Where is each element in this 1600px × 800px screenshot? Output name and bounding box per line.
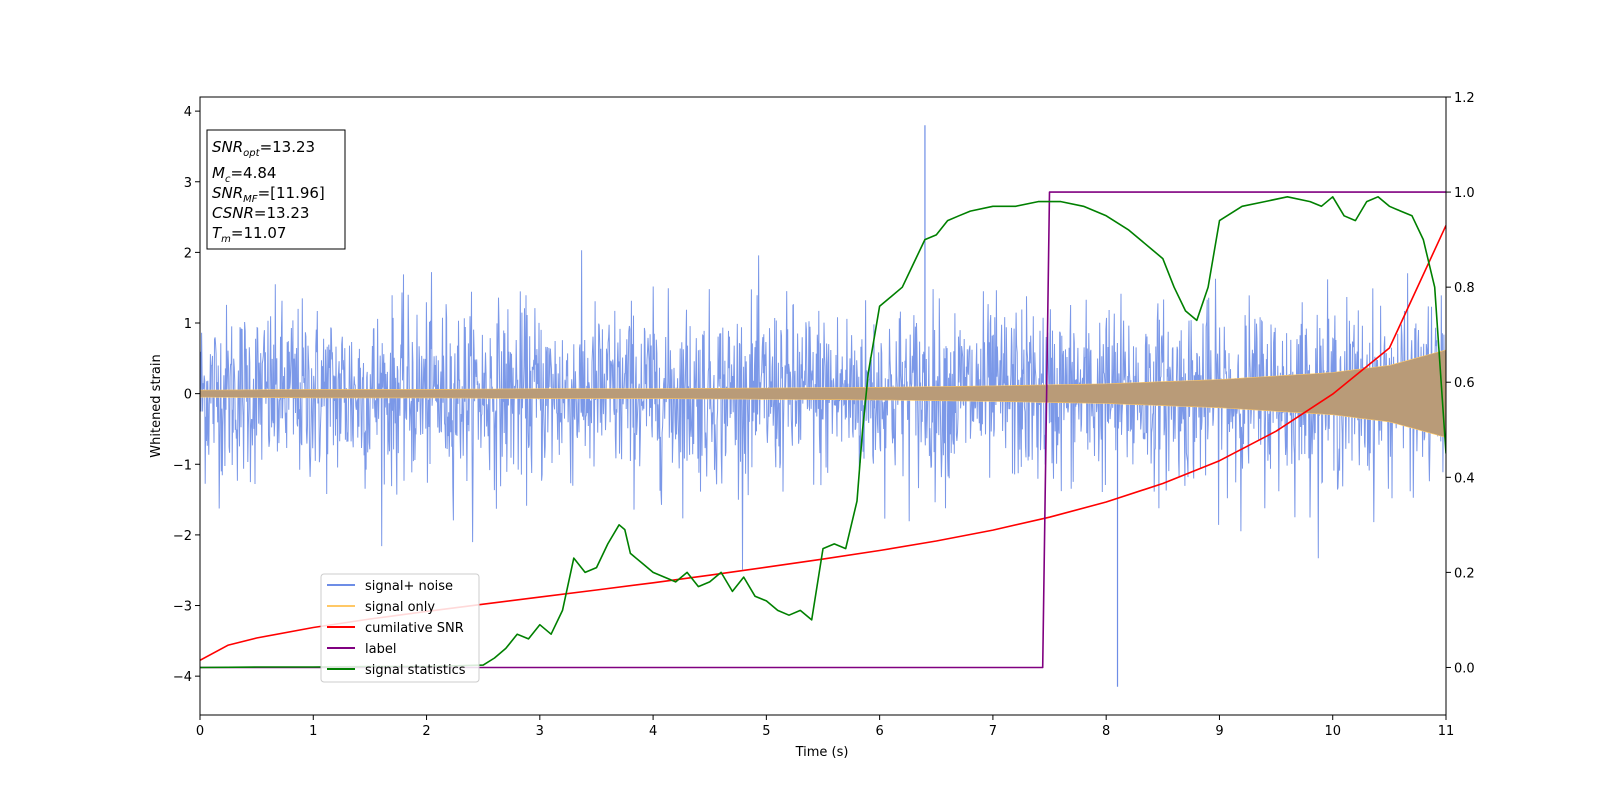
- x-tick-label: 8: [1102, 724, 1110, 739]
- info-box-frame: [206, 129, 346, 250]
- x-tick-label: 0: [196, 724, 204, 739]
- legend-label-label: label: [365, 642, 396, 657]
- signal-only-series: [200, 349, 1446, 438]
- y2-tick-label: 0.2: [1454, 566, 1475, 581]
- y-tick-label: 4: [184, 105, 192, 120]
- legend-label-signal-only: signal only: [365, 600, 435, 615]
- x-tick-label: 3: [536, 724, 544, 739]
- y-tick-label: 3: [184, 176, 192, 191]
- x-tick-label: 4: [649, 724, 657, 739]
- x-tick-label: 6: [875, 724, 883, 739]
- tm-text: Tm=11.07: [212, 224, 286, 245]
- plot-area: [200, 125, 1446, 687]
- y-tick-label: −4: [173, 670, 192, 685]
- y2-tick-label: 1.0: [1454, 186, 1475, 201]
- legend-label-signal-noise: signal+ noise: [365, 579, 453, 594]
- plot-frame: [199, 96, 1447, 716]
- y-axis-label: Whitened strain: [149, 354, 164, 457]
- signal-statistics-line: [200, 196, 1446, 669]
- x-axis: 0 1 2 3 4 5 6 7 8 9 10 11: [196, 715, 1454, 739]
- legend-label-cumulative-snr: cumilative SNR: [365, 621, 464, 636]
- y2-tick-label: 0.0: [1454, 661, 1475, 676]
- y-tick-label: 2: [184, 246, 192, 261]
- y2-tick-label: 0.6: [1454, 376, 1475, 391]
- y-axis-right: 0.0 0.2 0.4 0.6 0.8 1.0 1.2: [1446, 91, 1475, 676]
- x-tick-label: 10: [1324, 724, 1341, 739]
- snr-mf-text: SNRMF=[11.96]: [212, 184, 325, 205]
- y-tick-label: −2: [173, 529, 192, 544]
- x-tick-label: 7: [989, 724, 997, 739]
- x-tick-label: 9: [1215, 724, 1223, 739]
- label-series: [200, 191, 1446, 669]
- label-line: [200, 191, 1446, 669]
- legend-frame: [320, 573, 480, 683]
- legend-label-signal-statistics: signal statistics: [365, 663, 466, 678]
- mc-text: Mc=4.84: [212, 164, 276, 185]
- signal-only-band: [200, 349, 1446, 438]
- y-tick-label: −3: [173, 600, 192, 615]
- y2-tick-label: 1.2: [1454, 91, 1475, 106]
- y-tick-label: 1: [184, 317, 192, 332]
- y-tick-label: 0: [184, 388, 192, 403]
- x-axis-label: Time (s): [795, 745, 849, 760]
- x-tick-label: 2: [422, 724, 430, 739]
- y-tick-label: −1: [173, 458, 192, 473]
- snr-opt-text: SNRopt=13.23: [212, 138, 315, 159]
- legend: signal+ noise signal only cumilative SNR…: [320, 573, 480, 683]
- x-tick-label: 5: [762, 724, 770, 739]
- csnr-text: CSNR=13.23: [212, 204, 309, 222]
- y2-tick-label: 0.4: [1454, 471, 1475, 486]
- y2-tick-label: 0.8: [1454, 281, 1475, 296]
- x-tick-label: 11: [1438, 724, 1455, 739]
- y-axis-left: −4 −3 −2 −1 0 1 2 3 4: [173, 105, 200, 685]
- x-tick-label: 1: [309, 724, 317, 739]
- info-box: SNRopt=13.23 Mc=4.84 SNRMF=[11.96] CSNR=…: [206, 129, 346, 250]
- signal-statistics-series: [200, 196, 1446, 669]
